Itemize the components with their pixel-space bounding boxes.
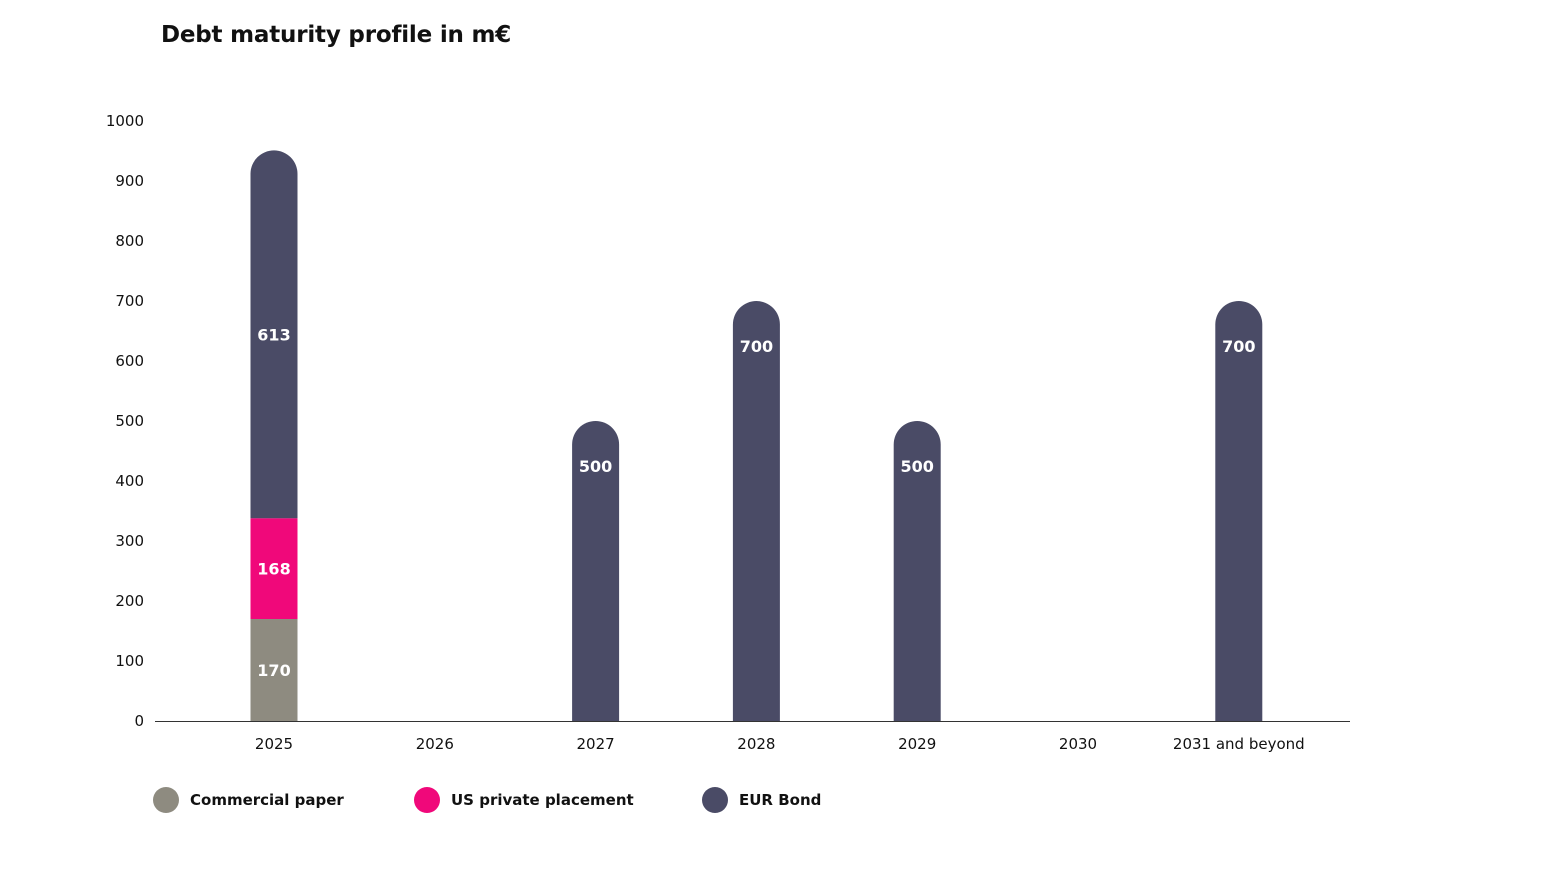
bar-eur-bond-2028 xyxy=(732,301,780,721)
x-tick-label: 2029 xyxy=(898,735,936,753)
legend-label-commercial-paper: Commercial paper xyxy=(190,791,344,809)
data-label: 170 xyxy=(257,661,290,680)
legend-swatch-commercial-paper xyxy=(153,787,179,813)
y-tick-label: 0 xyxy=(134,712,144,730)
x-tick-label: 2030 xyxy=(1059,735,1097,753)
x-tick-label: 2027 xyxy=(577,735,615,753)
legend-item-commercial-paper: Commercial paper xyxy=(153,787,344,813)
legend-swatch-us-private-placement xyxy=(414,787,440,813)
y-tick-label: 800 xyxy=(115,232,144,250)
bar-eur-bond-2031-and-beyond xyxy=(1215,300,1263,721)
bar-eur-bond-2025 xyxy=(250,150,298,519)
y-tick-label: 700 xyxy=(115,292,144,310)
data-label: 168 xyxy=(257,560,290,579)
y-tick-label: 500 xyxy=(115,412,144,430)
bar-eur-bond-2027 xyxy=(572,420,620,721)
x-tick-label: 2025 xyxy=(255,735,293,753)
x-tick-label: 2026 xyxy=(416,735,454,753)
data-label: 700 xyxy=(740,337,773,356)
y-tick-label: 200 xyxy=(115,592,144,610)
data-label: 700 xyxy=(1222,337,1255,356)
y-tick-label: 900 xyxy=(115,172,144,190)
bar-eur-bond-2029 xyxy=(893,420,941,721)
y-tick-label: 300 xyxy=(115,532,144,550)
bar-us-private-placement-2025 xyxy=(250,518,298,619)
legend-label-eur-bond: EUR Bond xyxy=(739,791,822,809)
legend-swatch-eur-bond xyxy=(702,787,728,813)
legend: Commercial paper US private placement EU… xyxy=(153,787,1053,815)
data-label: 613 xyxy=(257,325,290,344)
legend-item-us-private-placement: US private placement xyxy=(414,787,634,813)
legend-label-us-private-placement: US private placement xyxy=(451,791,634,809)
x-tick-label: 2031 and beyond xyxy=(1173,735,1305,753)
x-tick-label: 2028 xyxy=(737,735,775,753)
y-tick-label: 1000 xyxy=(106,112,144,130)
bar-commercial-paper-2025 xyxy=(250,619,298,721)
y-tick-label: 100 xyxy=(115,652,144,670)
data-label: 500 xyxy=(900,457,933,476)
chart-title: Debt maturity profile in m€ xyxy=(161,22,512,48)
y-tick-label: 600 xyxy=(115,352,144,370)
legend-item-eur-bond: EUR Bond xyxy=(702,787,821,813)
y-tick-label: 400 xyxy=(115,472,144,490)
data-label: 500 xyxy=(579,457,612,476)
